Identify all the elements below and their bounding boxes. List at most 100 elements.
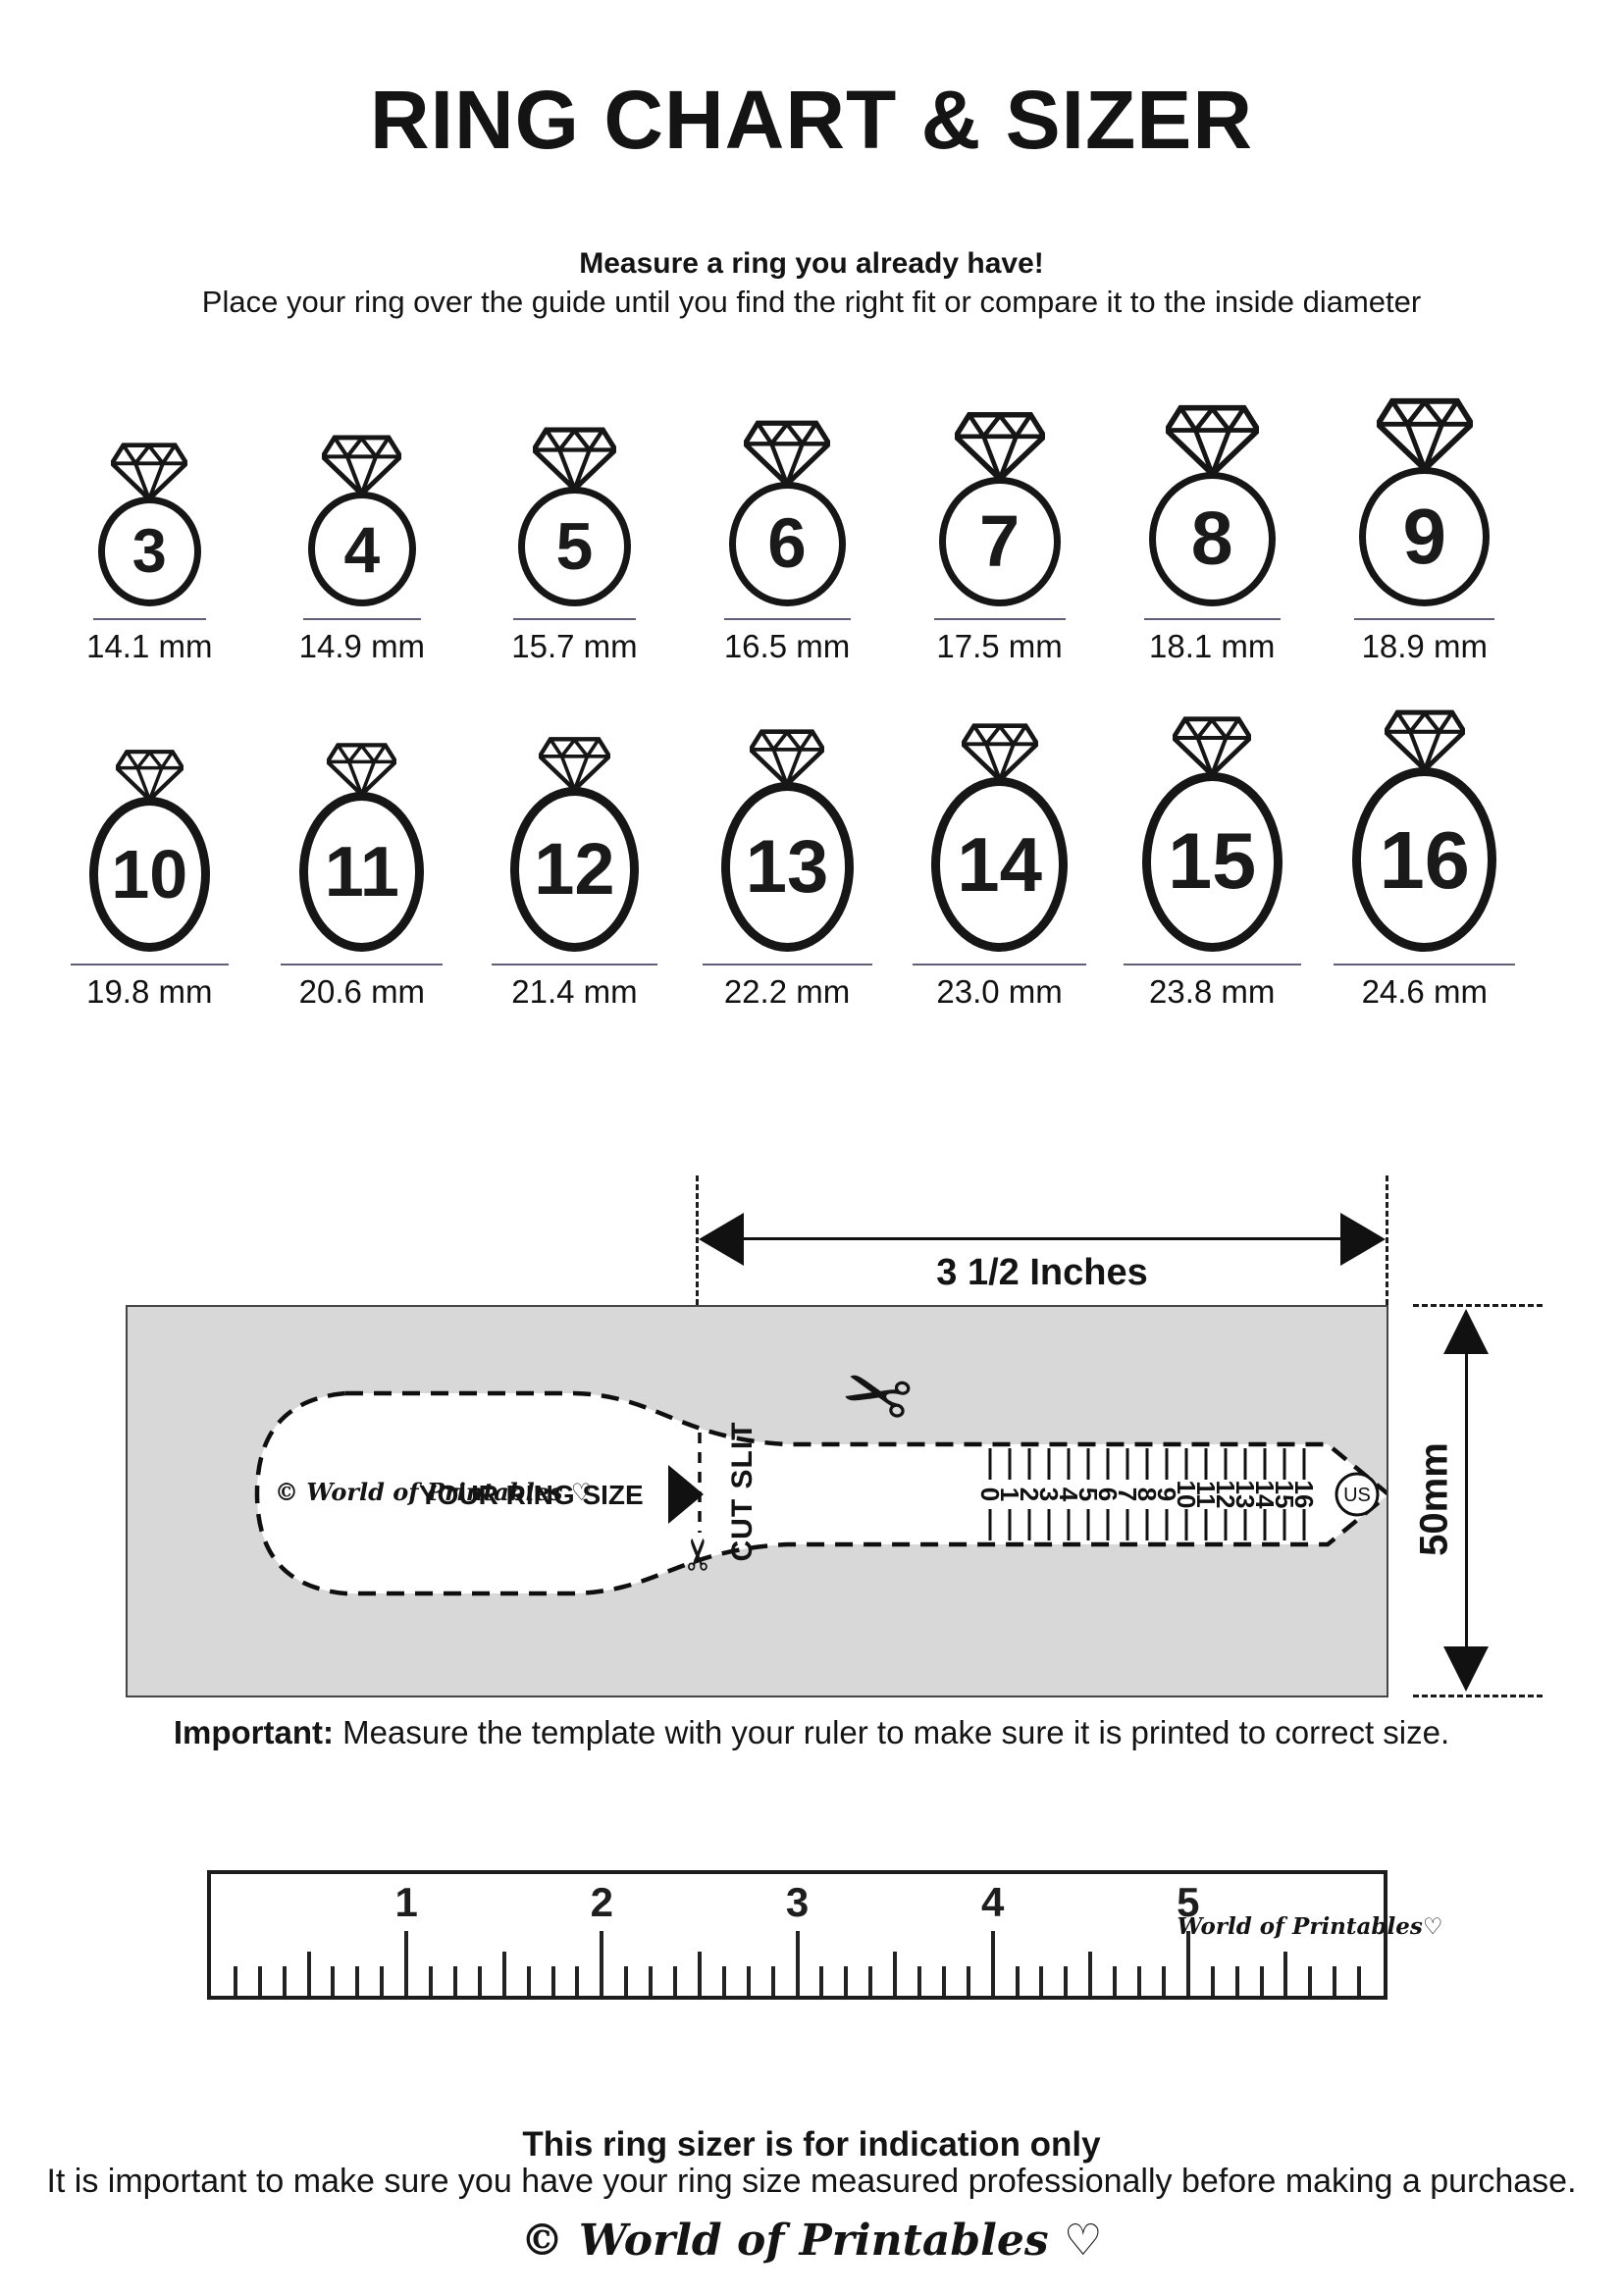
ring-underline: [70, 964, 229, 965]
ruler-tick: [673, 1966, 678, 1996]
ruler-tick: [477, 1966, 482, 1996]
ring-underline: [302, 618, 421, 620]
ruler-tick: [306, 1952, 311, 1996]
ring-size-number: 12: [534, 828, 615, 910]
ring-diameter-label: 23.8 mm: [1148, 973, 1276, 1010]
ring-size-number: 14: [957, 821, 1042, 908]
ruler-tick: [600, 1931, 604, 1996]
scale-number: 10: [1172, 1481, 1201, 1509]
scale-number: 14: [1250, 1481, 1280, 1509]
scale-number: 6: [1093, 1487, 1123, 1501]
ruler-tick: [868, 1966, 873, 1996]
ring-size-number: 11: [324, 832, 399, 912]
scale-number: 15: [1270, 1481, 1299, 1509]
ring-diameter-label: 16.5 mm: [723, 628, 851, 664]
arrow-down-icon: [1443, 1646, 1489, 1692]
ruler-number: 2: [590, 1879, 613, 1925]
page-title: RING CHART & SIZER: [370, 74, 1253, 166]
sizer-brand: © World of Printables ♡: [275, 1478, 593, 1506]
ring-underline: [491, 964, 657, 965]
ring-diameter-label: 15.7 mm: [511, 628, 638, 664]
ring-icon: 15: [1141, 772, 1283, 952]
ring-icon: 6: [728, 482, 846, 606]
ruler-tick: [233, 1966, 237, 1996]
scale-number: 7: [1113, 1487, 1142, 1501]
sizer-instruction: YOUR RING SIZE: [419, 1480, 644, 1510]
ring-size-cell: 7 17.5 mm: [893, 394, 1106, 665]
ring-size-row-2: 10 19.8 mm 11 20.6 mm 12 21.4 mm 13 22.2 mm 14 23…: [43, 704, 1531, 1011]
ring-underline: [512, 618, 636, 620]
ring-size-number: 15: [1168, 817, 1257, 906]
scale-number: 2: [1015, 1487, 1044, 1501]
ruler-tick: [624, 1966, 629, 1996]
ring-underline: [1354, 618, 1495, 620]
ring-icon: 9: [1359, 467, 1491, 606]
scale-number: 8: [1132, 1487, 1162, 1501]
ruler-tick: [550, 1966, 555, 1996]
diamond-icon: [744, 420, 831, 487]
ring-size-number: 4: [343, 512, 381, 586]
ring-size-cell: 16 24.6 mm: [1318, 704, 1531, 1011]
intro-body: Place your ring over the guide until you…: [201, 285, 1422, 319]
ruler-tick: [501, 1952, 506, 1996]
ruler-tick: [1283, 1952, 1288, 1996]
footer-brand: © World of Printables ♡: [520, 2216, 1103, 2266]
ruler-tick: [1064, 1966, 1069, 1996]
ring-size-number: 5: [555, 509, 594, 584]
height-dimension-label: 50mm: [1412, 1442, 1456, 1556]
ruler-tick: [575, 1966, 580, 1996]
arrow-up-icon: [1443, 1309, 1489, 1354]
ring-icon: 10: [88, 797, 210, 952]
arrow-right-icon: [1340, 1213, 1386, 1266]
ring-size-number: 10: [111, 836, 188, 913]
ring-icon: 14: [931, 777, 1069, 952]
ruler-tick: [404, 1931, 409, 1996]
diamond-icon: [327, 743, 397, 797]
ring-size-cell: 15 23.8 mm: [1106, 704, 1319, 1011]
diamond-icon: [1384, 709, 1465, 772]
ring-icon: 12: [509, 787, 639, 952]
ruler-tick: [990, 1931, 995, 1996]
ruler-tick: [1137, 1966, 1142, 1996]
scale-number: 12: [1211, 1481, 1240, 1509]
ruler-tick: [697, 1952, 702, 1996]
ruler-tick: [355, 1966, 360, 1996]
diamond-icon: [111, 443, 188, 501]
diamond-icon: [750, 729, 825, 787]
ring-size-cell: 6 16.5 mm: [681, 394, 894, 665]
ruler-tick: [893, 1952, 898, 1996]
ring-diameter-label: 17.5 mm: [936, 628, 1063, 664]
sizer-template-box: 0 1 2 3 4 5 6 7 8 9 10 11 12 13 14 15 16 US © World of P…: [126, 1305, 1388, 1697]
ring-size-number: 13: [745, 824, 829, 909]
ring-size-number: 7: [979, 500, 1021, 582]
ruler-number: 4: [980, 1879, 1005, 1925]
ring-diameter-label: 24.6 mm: [1361, 973, 1488, 1010]
ring-icon: 7: [938, 477, 1061, 606]
ring-diameter-label: 14.1 mm: [86, 628, 213, 664]
diamond-icon: [961, 723, 1038, 782]
ring-underline: [281, 964, 444, 965]
scale-number: 11: [1191, 1481, 1221, 1508]
ruler-number: 3: [785, 1879, 810, 1925]
diamond-icon: [1376, 397, 1473, 472]
width-dimension-line: [738, 1237, 1346, 1240]
ring-size-cell: 5 15.7 mm: [468, 394, 681, 665]
ring-underline: [723, 618, 851, 620]
diamond-icon: [532, 427, 616, 492]
scale-number: 13: [1230, 1481, 1260, 1509]
ruler-tick: [1015, 1966, 1020, 1996]
us-badge-label: US: [1343, 1485, 1371, 1506]
intro-heading: Measure a ring you already have!: [579, 247, 1044, 280]
ruler-tick: [746, 1966, 751, 1996]
ring-size-row-1: 3 14.1 mm 4 14.9 mm 5 15.7 mm 6 16.5 mm 7 17.5 mm…: [43, 394, 1531, 665]
cut-slit-label: CUT SLIT: [726, 1421, 759, 1562]
ring-underline: [1123, 964, 1301, 965]
ring-size-number: 8: [1190, 496, 1233, 581]
ring-underline: [1334, 964, 1516, 965]
sizer-paddle-outline: [254, 1390, 1387, 1596]
ring-diameter-label: 22.2 mm: [723, 973, 851, 1010]
ring-icon: 5: [517, 487, 631, 606]
ruler-tick: [380, 1966, 385, 1996]
